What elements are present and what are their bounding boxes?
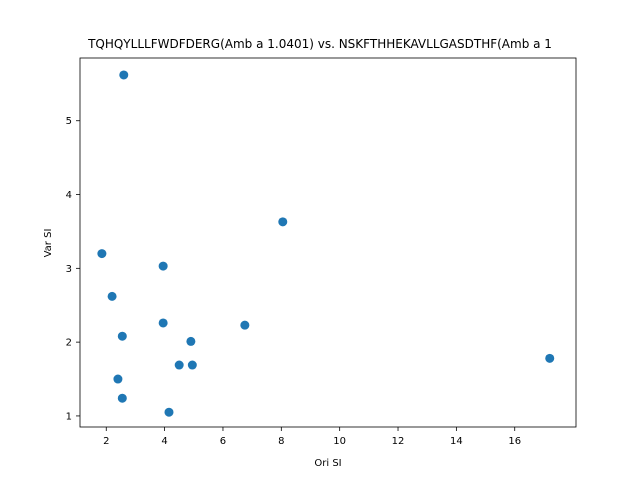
x-tick-label: 8 (278, 436, 284, 447)
data-points (97, 70, 555, 417)
y-tick-label: 3 (66, 264, 72, 275)
x-tick-label: 2 (103, 436, 109, 447)
x-axis-label: Ori SI (314, 458, 341, 469)
data-point (158, 318, 168, 328)
plot-frame (79, 57, 577, 428)
data-point (113, 374, 123, 384)
data-point (278, 217, 288, 227)
data-point (545, 353, 555, 363)
data-point (117, 393, 127, 403)
x-tick-label: 16 (508, 436, 521, 447)
data-point (119, 70, 129, 80)
x-tick-label: 4 (161, 436, 167, 447)
x-tick-label: 12 (392, 436, 405, 447)
data-point (174, 360, 184, 370)
y-tick-label: 4 (66, 190, 72, 201)
data-point (107, 291, 117, 301)
data-point (240, 320, 250, 330)
data-point (186, 336, 196, 346)
x-tick-label: 6 (220, 436, 226, 447)
y-axis-label: Var SI (43, 229, 54, 258)
data-point (97, 249, 107, 259)
y-tick-label: 2 (66, 338, 72, 349)
y-tick-label: 1 (66, 411, 72, 422)
x-tick-label: 14 (450, 436, 463, 447)
chart-title: TQHQYLLLFWDFDERG(Amb a 1.0401) vs. NSKFT… (87, 37, 552, 51)
x-axis: 2 4 6 8 10 12 14 16 (103, 427, 521, 447)
data-point (117, 331, 127, 341)
x-tick-label: 10 (333, 436, 346, 447)
y-tick-label: 5 (66, 116, 72, 127)
data-point (187, 360, 197, 370)
y-axis: 1 2 3 4 5 (66, 116, 80, 422)
data-point (164, 407, 174, 417)
data-point (158, 261, 168, 271)
